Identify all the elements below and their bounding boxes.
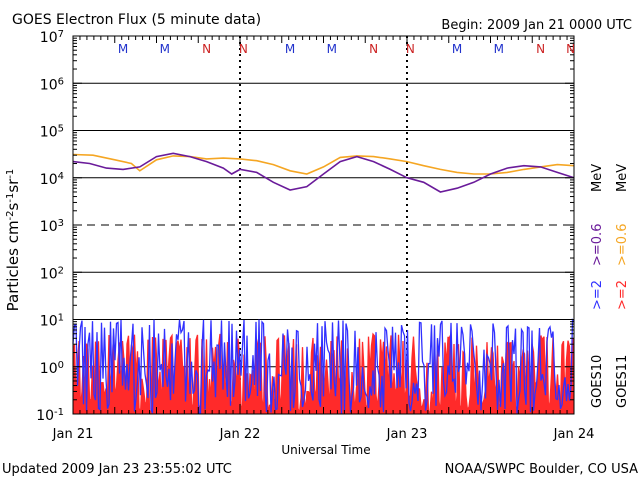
marker-n: N [369, 42, 378, 56]
y-tick-label: 104 [40, 170, 64, 188]
begin-date: Begin: 2009 Jan 21 0000 UTC [441, 18, 632, 33]
y-tick-label: 103 [40, 218, 64, 236]
goes10-ge2-line [72, 318, 575, 414]
y-tick-label: 102 [40, 265, 64, 283]
y-axis-label: Particles cm-2s-1sr-1 [4, 169, 22, 312]
y-tick-label: 107 [40, 29, 64, 47]
legend: GOES10 GOES11 >=2 >=0.6 MeV >=2 >=0.6 Me… [590, 164, 630, 408]
marker-n: N [566, 42, 575, 56]
legend-goes11-label: GOES11 [615, 355, 630, 408]
chart-title: GOES Electron Flux (5 minute data) [12, 12, 261, 28]
goes10-ge06-line [72, 152, 575, 193]
x-tick-label: Jan 22 [219, 427, 261, 442]
marker-m: M [452, 42, 462, 56]
marker-n: N [239, 42, 248, 56]
marker-n: N [406, 42, 415, 56]
x-tick-label: Jan 23 [386, 427, 428, 442]
y-tick-label: 100 [40, 359, 64, 377]
plot-border [72, 35, 575, 415]
y-tick-label: 10-1 [36, 407, 64, 425]
legend-goes11-unit: MeV [615, 164, 630, 192]
marker-m: M [285, 42, 295, 56]
y-tick-label: 105 [40, 123, 64, 141]
legend-goes10-ge06: >=0.6 [590, 224, 605, 266]
marker-n: N [202, 42, 211, 56]
x-tick-label: Jan 21 [52, 427, 94, 442]
y-tick-label: 106 [40, 76, 64, 94]
marker-n: N [536, 42, 545, 56]
legend-goes10-label: GOES10 [590, 355, 605, 408]
x-axis-label: Universal Time [281, 443, 370, 457]
y-tick-label: 101 [40, 312, 64, 330]
legend-goes10-ge2: >=2 [590, 280, 605, 310]
marker-m: M [494, 42, 504, 56]
legend-goes11-ge2: >=2 [615, 280, 630, 310]
x-tick-label: Jan 24 [553, 427, 595, 442]
marker-m: M [160, 42, 170, 56]
goes10-ge2-series [72, 318, 575, 414]
updated-timestamp: Updated 2009 Jan 23 23:55:02 UTC [2, 462, 232, 477]
tick-labels: 10-1 100 101 102 103 104 105 106 107 Jan 21 Jan 22… [36, 29, 594, 443]
legend-goes11-ge06: >=0.6 [615, 224, 630, 266]
credit-text: NOAA/SWPC Boulder, CO USA [445, 462, 638, 477]
legend-goes10-unit: MeV [590, 164, 605, 192]
ge06-series [72, 152, 575, 193]
marker-m: M [118, 42, 128, 56]
plot-frame [72, 35, 575, 415]
marker-m: M [327, 42, 337, 56]
